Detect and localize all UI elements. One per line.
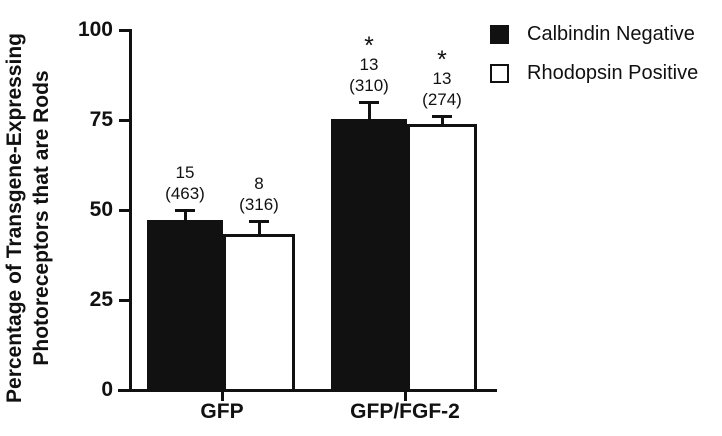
bar-annotation-line: 15 (175, 163, 195, 182)
bar-annotation: 15 (463) (125, 162, 245, 204)
y-tick (119, 29, 129, 32)
x-axis-line (118, 389, 497, 392)
legend-label-calbindin-negative: Calbindin Negative (527, 23, 695, 45)
error-bar-cap (359, 101, 379, 104)
legend: Calbindin Negative Rhodopsin Positive (490, 24, 698, 102)
error-bar-stem (440, 115, 444, 125)
white-square-swatch-icon (490, 63, 509, 83)
y-tick (119, 209, 129, 212)
legend-item-calbindin-negative: Calbindin Negative (490, 24, 698, 44)
y-axis-line (129, 29, 132, 392)
bar-annotation-line: (274) (422, 90, 462, 110)
bar-annotation: 8 (316) (199, 173, 319, 215)
black-square-swatch-icon (490, 24, 509, 44)
bar-annotation: * 13 (274) (382, 46, 502, 110)
y-tick (119, 389, 129, 392)
error-bar-stem (367, 101, 371, 119)
y-tick-label: 100 (77, 18, 113, 41)
bar (407, 124, 477, 392)
bar (147, 219, 223, 392)
y-tick-label: 0 (101, 378, 113, 401)
bar-annotation-line: 13 (359, 55, 379, 74)
legend-item-rhodopsin-positive: Rhodopsin Positive (490, 63, 698, 83)
legend-label-rhodopsin-positive: Rhodopsin Positive (527, 62, 699, 84)
bar-annotation: * 13 (310) (309, 32, 429, 96)
bar (331, 119, 407, 392)
y-tick (119, 119, 129, 122)
error-bar-cap (249, 219, 269, 223)
x-tick (220, 392, 224, 401)
y-tick-label: 25 (89, 288, 113, 311)
significance-star: * (437, 46, 447, 75)
y-tick (119, 299, 129, 302)
significance-star: * (364, 32, 374, 60)
error-bar-stem (183, 209, 187, 220)
x-tick (403, 392, 407, 401)
bar (223, 234, 295, 392)
error-bar-cap (175, 209, 195, 212)
error-bar-cap (432, 115, 452, 119)
bar-annotation-line: 13 (432, 69, 452, 89)
error-bar-stem (257, 219, 261, 235)
bar-annotation-line: (463) (165, 184, 205, 203)
x-axis-label: GFP/FGF-2 (350, 400, 460, 423)
bar-annotation-line: (310) (349, 76, 389, 95)
bar-annotation-line: (316) (239, 194, 279, 214)
y-tick-label: 75 (89, 108, 113, 131)
y-tick-label: 50 (89, 198, 113, 221)
x-axis-label: GFP (200, 400, 244, 423)
bar-annotation-line: 8 (254, 173, 264, 193)
